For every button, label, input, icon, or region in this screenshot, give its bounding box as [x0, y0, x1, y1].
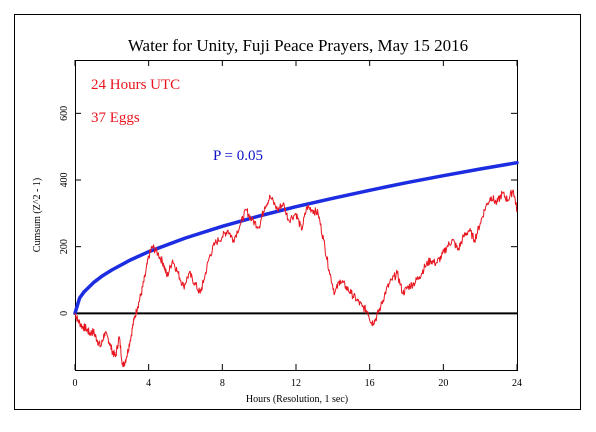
y-tick-label: 400 — [59, 173, 70, 188]
cumsum-deviation-line — [74, 189, 518, 368]
y-axis-label: Cumsum (Z^2 - 1) — [32, 178, 43, 252]
x-tick-label: 8 — [220, 378, 225, 389]
y-tick-label: 600 — [59, 106, 70, 121]
chart-title: Water for Unity, Fuji Peace Prayers, May… — [128, 36, 468, 55]
axis-ticks: 0 4 8 12 16 20 24 0 200 400 600 — [59, 60, 522, 389]
outer-border — [14, 14, 581, 410]
y-tick-label: 200 — [59, 239, 70, 254]
x-tick-label: 12 — [291, 378, 301, 389]
series-group — [73, 160, 519, 368]
annotation-eggs: 37 Eggs — [91, 110, 140, 126]
x-tick-label: 4 — [146, 378, 151, 389]
annotation-utc: 24 Hours UTC — [91, 77, 180, 93]
x-axis-label: Hours (Resolution, 1 sec) — [246, 394, 348, 405]
annotation-p-value: P = 0.05 — [213, 148, 263, 164]
x-tick-label: 0 — [73, 378, 78, 389]
y-tick-label: 0 — [59, 311, 70, 316]
x-tick-label: 24 — [512, 378, 522, 389]
x-tick-label: 16 — [365, 378, 375, 389]
probability-envelope-line — [73, 160, 519, 316]
x-tick-label: 20 — [438, 378, 448, 389]
